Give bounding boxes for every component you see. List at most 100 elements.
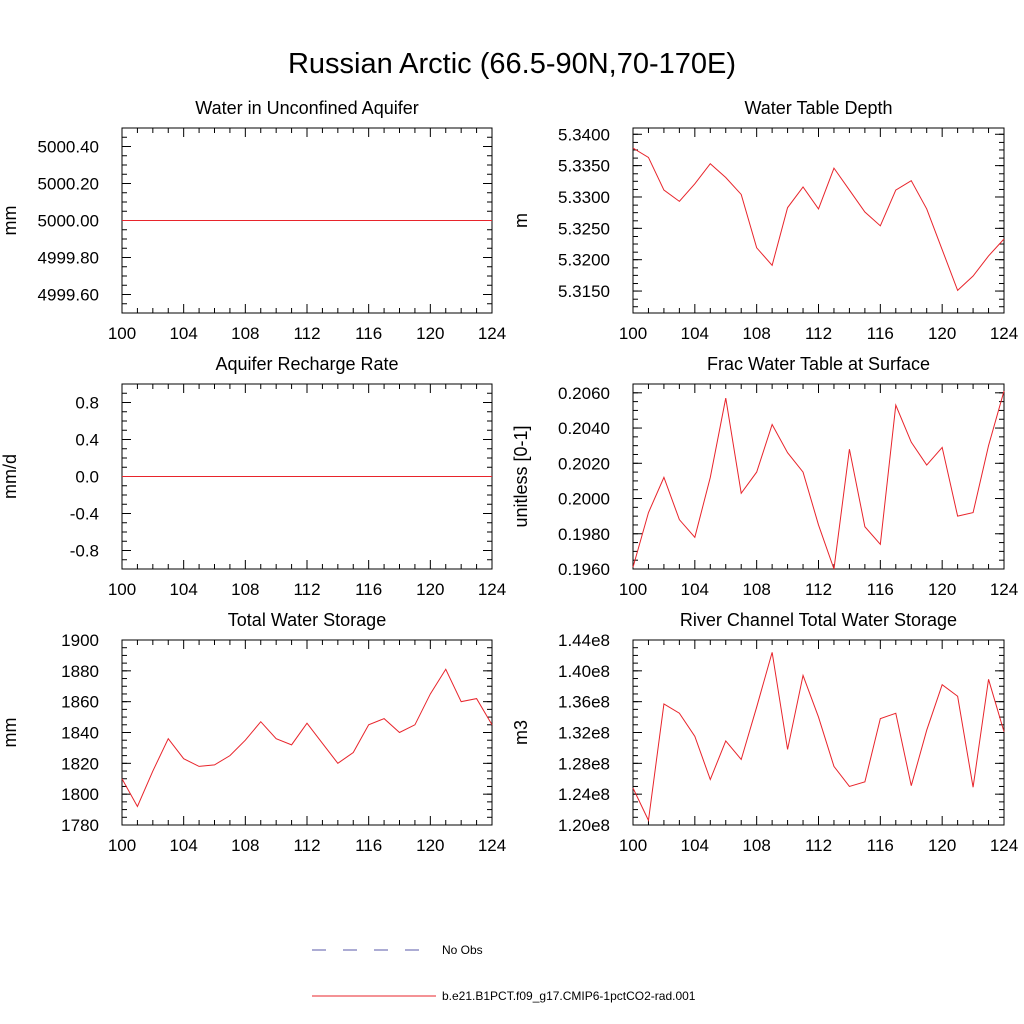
x-tick-label: 124 (478, 836, 506, 855)
y-tick-label: 5000.20 (38, 175, 99, 194)
x-tick-label: 116 (355, 580, 382, 599)
panels: Water in Unconfined Aquifer 100 104 108 112 1… (0, 98, 1018, 855)
y-tick-label: 1.36e8 (558, 693, 610, 712)
x-tick-label: 112 (293, 836, 320, 855)
legend: No Obs b.e21.B1PCT.f09_g17.CMIP6-1pctCO2-… (312, 943, 696, 1003)
plot-frame (632, 639, 1005, 826)
y-tick-label: 0.2060 (558, 384, 610, 403)
panel-title: Aquifer Recharge Rate (215, 354, 398, 374)
x-tick-label: 112 (293, 324, 320, 343)
x-tick-label: 120 (416, 836, 444, 855)
y-tick-label: 4999.80 (38, 249, 99, 268)
series-line (632, 652, 1005, 823)
x-tick-label: 116 (867, 836, 894, 855)
x-tick-label: 100 (619, 324, 647, 343)
x-tick-label: 116 (867, 324, 894, 343)
panel-title: Frac Water Table at Surface (707, 354, 930, 374)
x-tick-label: 100 (619, 836, 647, 855)
panel-1: Water in Unconfined Aquifer 100 104 108 112 1… (0, 98, 506, 343)
y-tick-label: 5.3400 (558, 125, 610, 144)
panel-5: Total Water Storage 100 104 108 112 116 120 124… (0, 610, 506, 855)
y-axis-label: m3 (511, 720, 531, 745)
x-tick-label: 100 (619, 580, 647, 599)
x-tick-label: 108 (231, 580, 259, 599)
y-tick-label: 1.28e8 (558, 754, 610, 773)
y-tick-label: 5.3150 (558, 282, 610, 301)
x-tick-label: 108 (742, 836, 770, 855)
x-tick-label: 120 (416, 580, 444, 599)
x-tick-label: 112 (293, 580, 320, 599)
x-tick-label: 116 (355, 324, 382, 343)
y-tick-label: 0.2020 (558, 454, 610, 473)
y-tick-label: -0.8 (70, 542, 99, 561)
y-tick-label: 1860 (61, 693, 99, 712)
y-tick-label: 1800 (61, 785, 99, 804)
y-tick-label: 5000.00 (38, 212, 99, 231)
y-tick-label: 0.4 (75, 431, 99, 450)
x-tick-label: 104 (169, 324, 197, 343)
y-tick-label: 0.8 (75, 394, 99, 413)
panel-4: Frac Water Table at Surface 100 104 108 112 1… (511, 354, 1018, 599)
x-tick-label: 116 (355, 836, 382, 855)
y-tick-label: 5.3300 (558, 188, 610, 207)
x-tick-label: 108 (742, 324, 770, 343)
legend-label: No Obs (442, 943, 483, 957)
y-tick-label: 0.2000 (558, 490, 610, 509)
x-tick-label: 124 (478, 580, 506, 599)
y-tick-label: 1840 (61, 724, 99, 743)
y-tick-label: -0.4 (70, 505, 99, 524)
y-tick-label: 5.3250 (558, 219, 610, 238)
x-tick-label: 104 (681, 580, 709, 599)
x-tick-label: 100 (108, 324, 136, 343)
plot-frame (632, 127, 1005, 314)
x-tick-label: 100 (108, 836, 136, 855)
panel-3: Aquifer Recharge Rate 100 104 108 112 116 120 1… (0, 354, 506, 599)
y-tick-label: 0.2040 (558, 419, 610, 438)
x-tick-label: 112 (805, 324, 832, 343)
plot-frame (121, 639, 493, 826)
y-tick-label: 5.3200 (558, 251, 610, 270)
x-tick-label: 120 (416, 324, 444, 343)
x-tick-label: 120 (928, 580, 956, 599)
x-tick-label: 116 (867, 580, 894, 599)
x-tick-label: 124 (990, 580, 1018, 599)
x-tick-label: 124 (990, 324, 1018, 343)
x-tick-label: 100 (108, 580, 136, 599)
series-line (632, 147, 1005, 292)
y-tick-label: 4999.60 (38, 286, 99, 305)
y-tick-label: 1.32e8 (558, 724, 610, 743)
y-tick-label: 0.1960 (558, 560, 610, 579)
y-tick-label: 0.0 (75, 468, 99, 487)
y-tick-label: 1880 (61, 662, 99, 681)
series-line (121, 668, 493, 808)
y-tick-label: 1.20e8 (558, 816, 610, 835)
main-title: Russian Arctic (66.5-90N,70-170E) (287, 48, 737, 80)
x-tick-label: 108 (742, 580, 770, 599)
legend-label: b.e21.B1PCT.f09_g17.CMIP6-1pctCO2-rad.00… (442, 989, 696, 1003)
y-tick-label: 0.1980 (558, 525, 610, 544)
panel-2: Water Table Depth 100 104 108 112 116 120 124 5.… (511, 98, 1018, 343)
panel-title: Water Table Depth (744, 98, 892, 118)
y-axis-label: mm (0, 718, 20, 748)
y-tick-label: 1.44e8 (558, 631, 610, 650)
y-tick-label: 1900 (61, 631, 99, 650)
x-tick-label: 112 (805, 836, 832, 855)
y-axis-label: mm (0, 206, 20, 236)
x-tick-label: 112 (805, 580, 832, 599)
x-tick-label: 104 (681, 324, 709, 343)
panel-title: Total Water Storage (228, 610, 386, 630)
y-axis-label: m (511, 213, 531, 228)
panel-title: River Channel Total Water Storage (680, 610, 957, 630)
y-axis-label: mm/d (0, 454, 20, 499)
panel-title: Water in Unconfined Aquifer (195, 98, 418, 118)
x-tick-label: 104 (681, 836, 709, 855)
series-line (632, 390, 1005, 570)
panel-6: River Channel Total Water Storage 100 104 1… (511, 610, 1018, 855)
x-tick-label: 120 (928, 324, 956, 343)
x-tick-label: 108 (231, 324, 259, 343)
y-tick-label: 1.40e8 (558, 662, 610, 681)
y-axis-label: unitless [0-1] (511, 425, 531, 527)
x-tick-label: 120 (928, 836, 956, 855)
y-tick-label: 1780 (61, 816, 99, 835)
